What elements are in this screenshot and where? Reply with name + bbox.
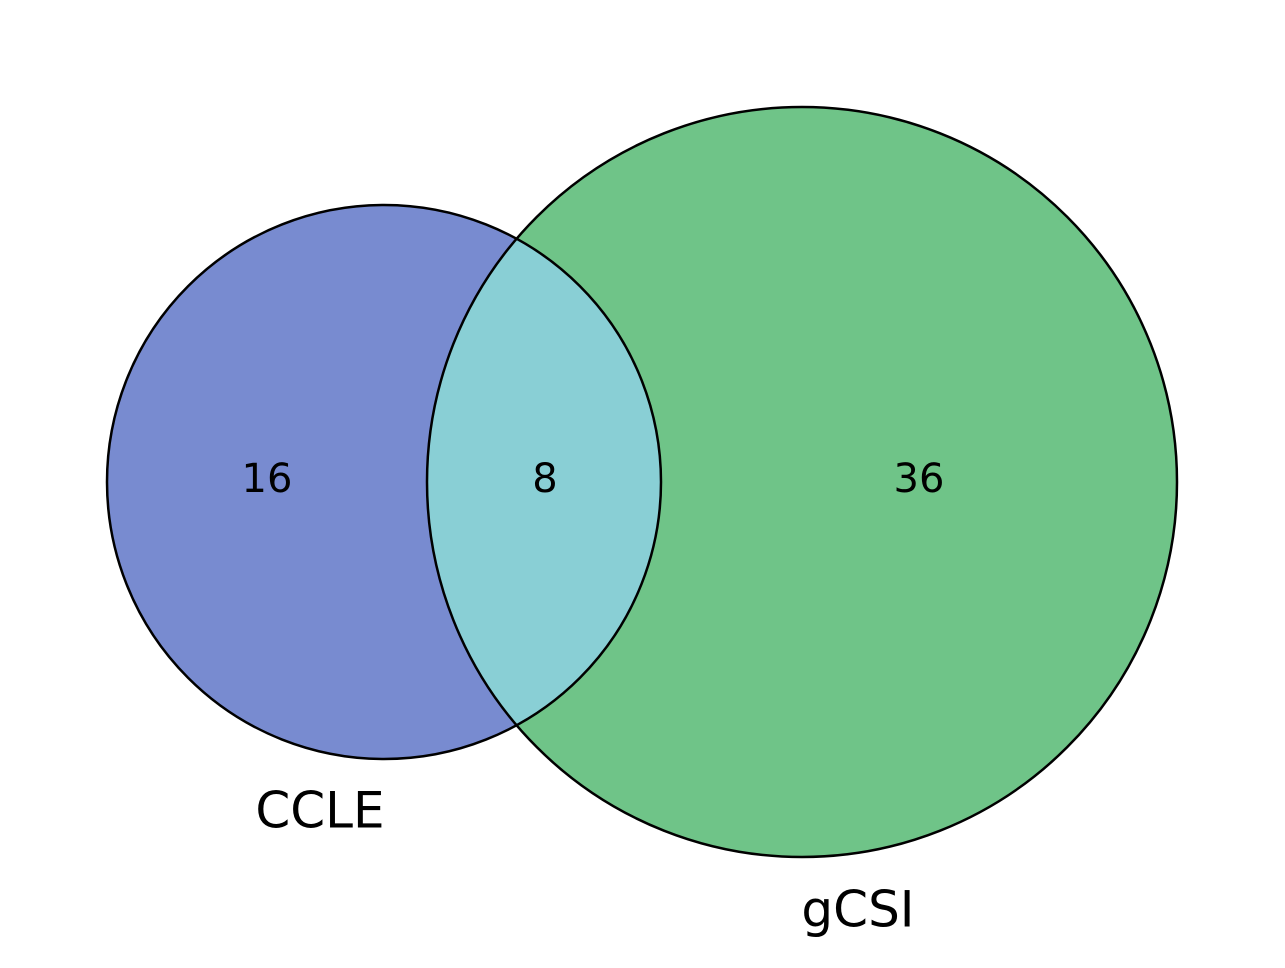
set-label-left: CCLE [255,782,384,840]
count-right-only: 36 [894,456,945,502]
count-intersection: 8 [532,456,557,502]
set-outline-right [425,105,1179,859]
set-circle-right [427,107,1177,857]
set-outline-left [105,203,663,761]
set-label-right: gCSI [801,881,914,939]
count-left-only: 16 [242,456,293,502]
